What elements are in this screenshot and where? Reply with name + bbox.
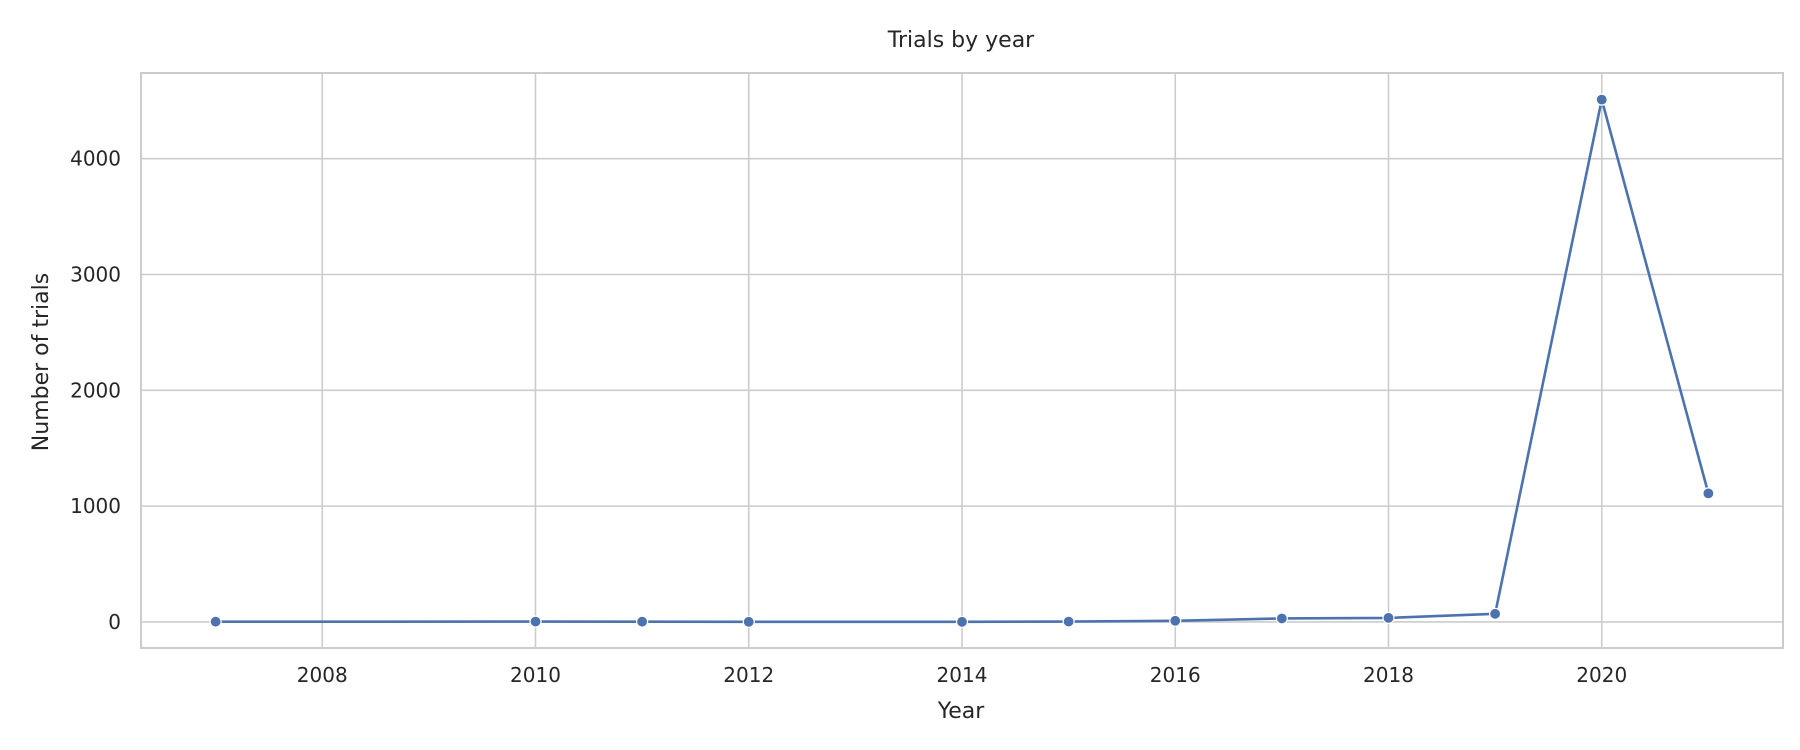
- chart-title: Trials by year: [887, 28, 1035, 53]
- x-tick-labels: 2008 2010 2012 2014 2016 2018 2020: [297, 663, 1627, 687]
- y-tick-label: 0: [108, 610, 121, 634]
- series-points: [209, 93, 1715, 628]
- x-tick-label: 2020: [1576, 663, 1627, 687]
- x-tick-label: 2014: [937, 663, 988, 687]
- x-tick-label: 2016: [1150, 663, 1201, 687]
- x-tick-label: 2018: [1363, 663, 1414, 687]
- data-point: [742, 615, 755, 628]
- y-tick-labels: 0 1000 2000 3000 4000: [70, 147, 121, 634]
- y-tick-label: 2000: [70, 378, 121, 402]
- data-point: [636, 615, 649, 628]
- data-point: [1595, 93, 1608, 106]
- data-point: [955, 615, 969, 628]
- x-axis-title: Year: [937, 699, 986, 724]
- data-point: [209, 615, 222, 628]
- y-tick-label: 3000: [70, 263, 121, 287]
- data-point: [1169, 614, 1182, 627]
- y-axis-title: Number of trials: [29, 273, 54, 451]
- series-lines: [215, 98, 1710, 624]
- data-point: [1275, 612, 1288, 625]
- data-point: [1382, 611, 1395, 624]
- x-tick-label: 2008: [297, 663, 348, 687]
- data-point: [529, 615, 542, 628]
- data-point: [1062, 615, 1075, 628]
- data-point: [1489, 607, 1502, 620]
- x-tick-label: 2012: [723, 663, 774, 687]
- x-gridlines: [321, 73, 1603, 648]
- y-tick-label: 1000: [70, 494, 121, 518]
- y-tick-label: 4000: [70, 147, 121, 171]
- data-point: [1702, 487, 1715, 500]
- x-tick-label: 2010: [510, 663, 561, 687]
- series-line: [215, 98, 1710, 624]
